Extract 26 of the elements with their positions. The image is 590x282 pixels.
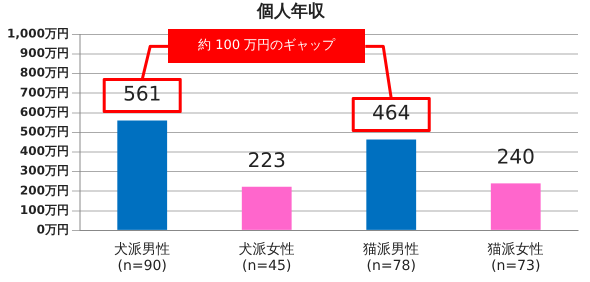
data-label: 240 — [496, 144, 535, 169]
y-tick-label: 500万円 — [20, 124, 69, 139]
y-tick-label: 300万円 — [20, 164, 69, 178]
data-label: 223 — [248, 148, 286, 172]
y-tick-label: 1,000万円 — [6, 26, 69, 41]
y-tick-label: 900万円 — [20, 46, 69, 60]
bar — [242, 186, 292, 230]
y-tick-label: 0万円 — [36, 222, 69, 237]
x-tick-label: 犬派女性 (n=45) — [238, 241, 295, 274]
y-tick-label: 800万円 — [20, 66, 69, 80]
x-tick-label: 犬派男性 (n=90) — [114, 241, 170, 274]
x-tick-label: 猫派女性 (n=73) — [488, 241, 544, 274]
data-label: 464 — [372, 100, 410, 125]
y-tick-label: 700万円 — [20, 85, 69, 100]
y-tick-label: 100万円 — [20, 202, 69, 217]
data-label: 561 — [123, 82, 162, 106]
bar — [366, 139, 416, 230]
annotation: 約 100 万円のギャップ — [198, 38, 336, 54]
bar — [490, 183, 541, 230]
x-tick-label: 猫派男性 (n=78) — [363, 241, 420, 274]
bar — [117, 120, 168, 230]
y-tick-label: 200万円 — [20, 183, 69, 198]
label-banner: 約 100 万円のギャップ — [168, 29, 366, 64]
y-tick-label: 600万円 — [20, 104, 69, 119]
chart-title: 個人年収 — [256, 2, 326, 22]
y-tick-label: 400万円 — [20, 144, 69, 158]
